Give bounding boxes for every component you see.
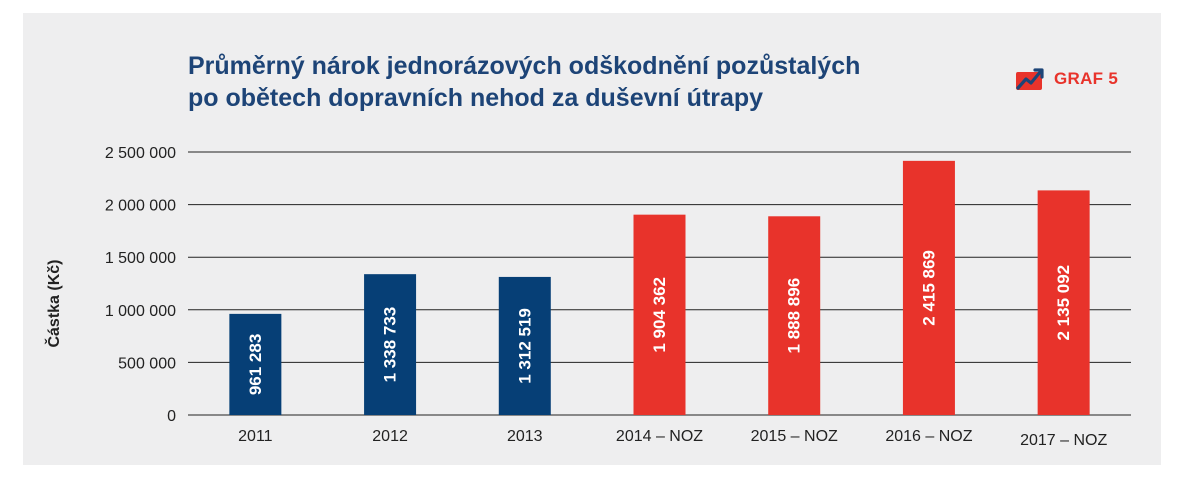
- chart-panel: [23, 13, 1161, 465]
- bar: [768, 216, 821, 415]
- y-tick-label: 2 000 000: [105, 198, 176, 215]
- bar-value-label: 2 135 092: [1054, 265, 1073, 341]
- y-tick-label: 2 500 000: [105, 145, 176, 162]
- bar: [498, 276, 551, 415]
- y-axis-title: Částka (Kč): [44, 259, 63, 347]
- chart-title-line-1: Průměrný nárok jednorázových odškodnění …: [188, 52, 861, 80]
- chart-number-label: GRAF 5: [1054, 69, 1119, 88]
- y-tick-label: 1 500 000: [105, 250, 176, 267]
- y-tick-label: 500 000: [118, 355, 176, 372]
- bar: [1037, 190, 1090, 415]
- bar: [229, 313, 282, 415]
- bar-value-label: 1 888 896: [785, 278, 804, 354]
- chart-title: Průměrný nárok jednorázových odškodnění …: [188, 50, 860, 114]
- rising-chart-icon: [1016, 68, 1044, 90]
- x-tick-label: 2017 – NOZ: [1020, 432, 1107, 449]
- bar-value-label: 1 904 362: [650, 277, 669, 353]
- bar-value-label: 1 338 733: [381, 307, 400, 383]
- bar: [902, 160, 955, 415]
- y-tick-label: 0: [167, 408, 176, 425]
- y-tick-label: 1 000 000: [105, 303, 176, 320]
- x-tick-label: 2015 – NOZ: [751, 428, 838, 445]
- x-tick-label: 2013: [507, 428, 543, 445]
- bar-value-label: 1 312 519: [515, 308, 534, 384]
- x-tick-label: 2016 – NOZ: [885, 428, 972, 445]
- x-tick-label: 2012: [372, 428, 408, 445]
- bar: [633, 214, 686, 415]
- chart-number-badge: GRAF 5: [1016, 64, 1118, 94]
- x-tick-label: 2014 – NOZ: [616, 428, 703, 445]
- chart-title-line-2: po obětech dopravních nehod za duševní ú…: [188, 84, 764, 112]
- bar: [364, 274, 417, 415]
- bar-value-label: 961 283: [246, 334, 265, 395]
- x-tick-label: 2011: [238, 428, 273, 445]
- bar-value-label: 2 415 869: [919, 250, 938, 326]
